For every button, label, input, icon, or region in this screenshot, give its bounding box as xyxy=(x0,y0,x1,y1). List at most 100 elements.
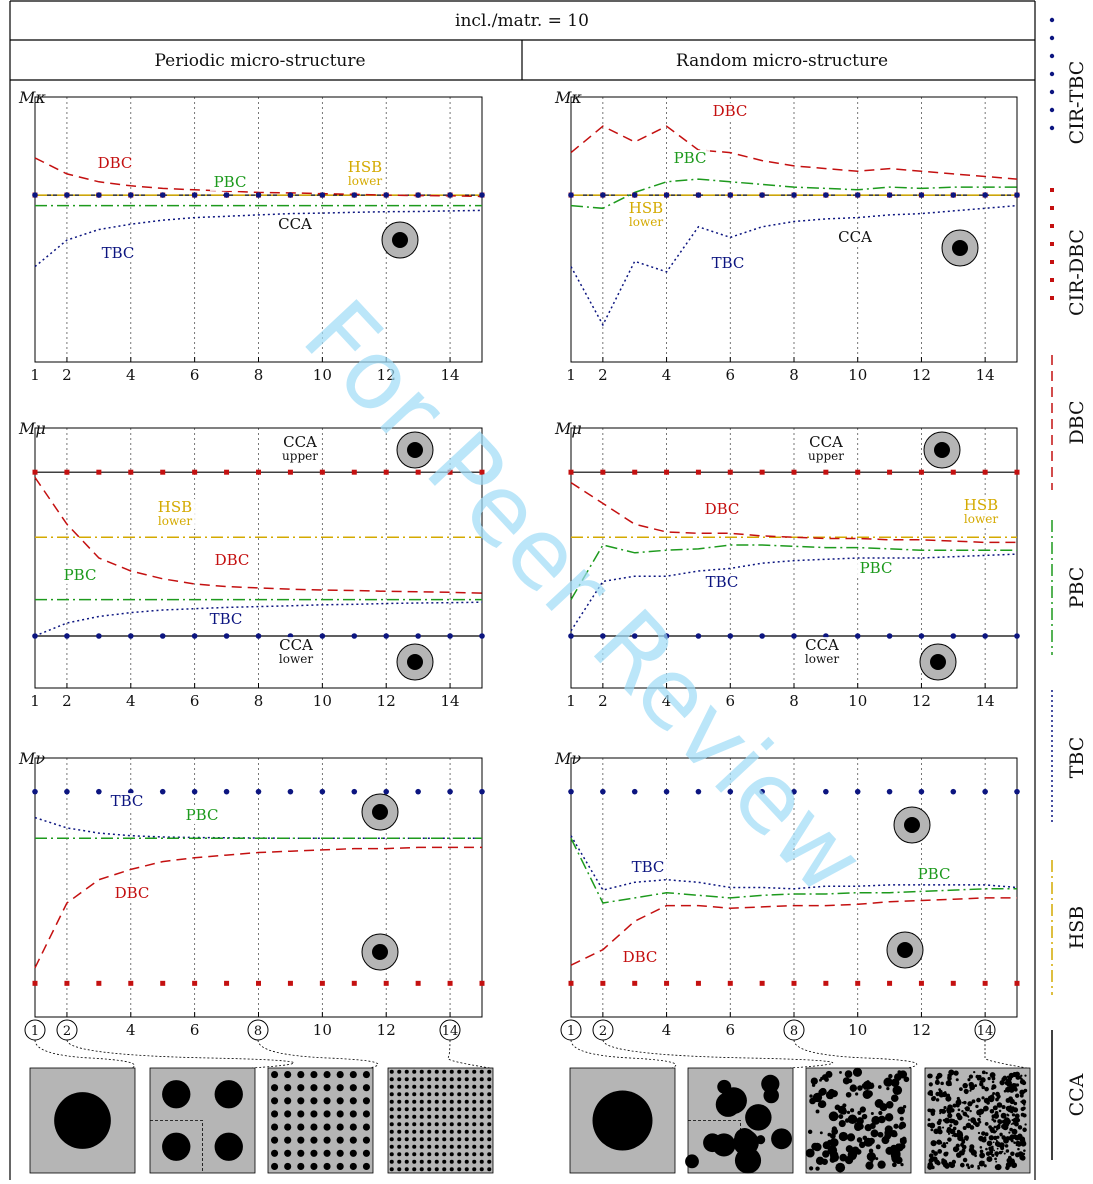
annotation-bg xyxy=(60,567,100,584)
inclusion xyxy=(472,1099,477,1104)
inclusion xyxy=(464,1099,469,1104)
marker xyxy=(568,633,574,639)
annotation-bg xyxy=(961,497,1001,527)
x-tick-label: 1 xyxy=(30,366,40,384)
marker xyxy=(383,469,389,475)
inclusion xyxy=(404,1069,409,1074)
inclusion xyxy=(434,1084,439,1089)
marker xyxy=(287,192,294,198)
inclusion xyxy=(997,1119,1002,1124)
inclusion xyxy=(685,1154,699,1169)
inclusion xyxy=(297,1149,305,1157)
inclusion xyxy=(955,1078,959,1082)
marker xyxy=(886,192,893,198)
annotation: PBC xyxy=(918,865,951,883)
marker xyxy=(664,980,670,986)
inclusion xyxy=(943,1117,950,1124)
series-line xyxy=(34,816,482,840)
inclusion xyxy=(871,1115,881,1125)
x-tick-label: 8 xyxy=(254,692,264,710)
annotation: DBC xyxy=(115,884,150,902)
inclusion xyxy=(449,1099,454,1104)
leader xyxy=(257,1039,379,1069)
inclusion xyxy=(1020,1106,1025,1112)
series-line xyxy=(570,553,1018,632)
legend-label: CCA xyxy=(1066,1073,1088,1116)
inclusion xyxy=(457,1167,462,1172)
annotation-bg xyxy=(98,245,138,262)
inclusion xyxy=(397,1152,402,1157)
plot-frame xyxy=(570,427,1018,689)
marker xyxy=(632,980,638,986)
marker xyxy=(918,192,925,198)
inclusion xyxy=(996,1102,1003,1108)
inclusion xyxy=(472,1167,477,1172)
annotation: CCA xyxy=(805,636,839,654)
marker xyxy=(791,788,797,795)
marker xyxy=(950,788,957,795)
marker xyxy=(791,980,797,986)
inclusion xyxy=(397,1099,402,1104)
inclusion xyxy=(930,1108,936,1114)
marker xyxy=(759,788,765,795)
inclusion xyxy=(487,1129,492,1134)
inclusion xyxy=(389,1144,394,1149)
inclusion xyxy=(419,1077,424,1082)
marker xyxy=(64,469,70,475)
inclusion xyxy=(434,1159,439,1164)
inclusion xyxy=(981,1070,986,1075)
inclusion xyxy=(958,1132,964,1138)
inclusion xyxy=(992,1092,996,1095)
inclusion xyxy=(479,1122,484,1127)
inclusion xyxy=(449,1137,454,1142)
inclusion xyxy=(442,1122,447,1127)
inclusion xyxy=(427,1092,432,1097)
inclusion xyxy=(1022,1127,1027,1133)
inclusion xyxy=(349,1071,357,1079)
inclusion xyxy=(952,1103,957,1108)
annotation: TBC xyxy=(210,610,243,628)
inclusion xyxy=(933,1128,939,1135)
inclusion xyxy=(1014,1071,1020,1077)
marker xyxy=(287,469,293,475)
annotation: CCA xyxy=(838,228,872,246)
inclusion xyxy=(457,1152,462,1157)
marker xyxy=(287,980,293,986)
inclusion xyxy=(397,1167,402,1172)
inclusion xyxy=(968,1119,970,1121)
marker xyxy=(351,469,357,475)
inclusion xyxy=(900,1163,904,1167)
inclusion xyxy=(472,1084,477,1089)
marker xyxy=(568,788,574,795)
inclusion xyxy=(981,1137,987,1143)
inclusion xyxy=(967,1166,971,1170)
leader xyxy=(66,1039,295,1069)
plot-frame xyxy=(570,96,1018,363)
inclusion xyxy=(457,1114,462,1119)
inclusion xyxy=(857,1110,862,1115)
inclusion xyxy=(865,1161,874,1170)
inclusion xyxy=(442,1084,447,1089)
inclusion xyxy=(931,1096,936,1101)
inclusion xyxy=(457,1144,462,1149)
line-chart: 1 2 4 6 8 10 12 14MμCCAupperHSBlowerDBCPBCTBCCC… xyxy=(18,419,485,710)
inclusion xyxy=(943,1151,949,1157)
x-tick-label: 2 xyxy=(598,366,608,384)
inclusion xyxy=(991,1153,995,1158)
inclusion xyxy=(870,1129,879,1138)
number-label: 1 xyxy=(31,1024,39,1039)
inclusion xyxy=(845,1145,854,1153)
leader xyxy=(793,1039,918,1069)
inclusion xyxy=(427,1152,432,1157)
inclusion xyxy=(868,1137,875,1145)
x-tick-label: 10 xyxy=(848,692,867,710)
inclusion xyxy=(761,1074,780,1094)
inclusion xyxy=(412,1077,417,1082)
inclusion xyxy=(479,1107,484,1112)
inclusion xyxy=(457,1159,462,1164)
inclusion xyxy=(963,1100,967,1105)
inclusion xyxy=(983,1097,990,1104)
inclusion xyxy=(985,1087,989,1091)
legend-marker xyxy=(1049,107,1055,113)
inclusion xyxy=(943,1105,947,1110)
